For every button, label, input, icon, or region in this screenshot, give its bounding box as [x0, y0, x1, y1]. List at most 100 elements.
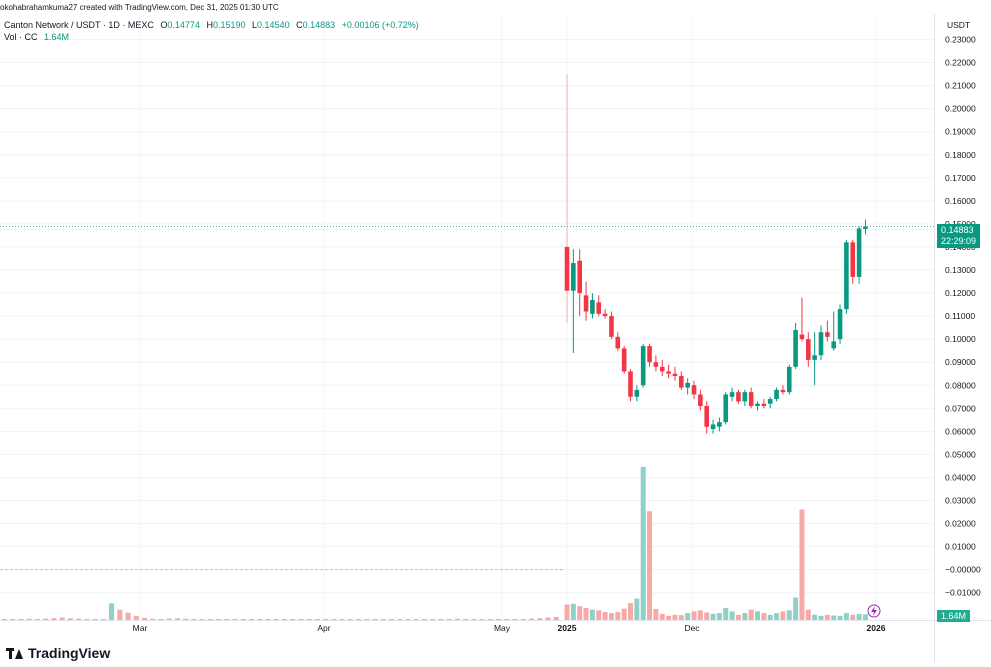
pre-listing-volume-bar: [158, 618, 164, 620]
pre-listing-volume-bar: [100, 619, 106, 620]
pre-listing-volume-bar: [199, 619, 205, 620]
x-tick-label: 2025: [558, 623, 577, 633]
volume-bar: [704, 612, 710, 620]
volume-bar: [748, 609, 754, 620]
pre-listing-volume-bar: [520, 618, 526, 620]
volume-bar: [793, 597, 799, 620]
candle-body: [812, 355, 817, 360]
high-value: 0.15190: [212, 20, 246, 30]
volume-bar: [596, 610, 602, 620]
tradingview-logo: TradingView: [6, 645, 110, 661]
candle-body: [653, 362, 659, 367]
volume-bar: [570, 603, 576, 620]
pre-listing-volume-bar: [133, 615, 139, 620]
y-tick-label: 0.17000: [945, 173, 976, 183]
candle-body: [647, 346, 652, 363]
high-label: H: [206, 20, 213, 30]
candle-body: [742, 392, 748, 402]
y-tick-label: −0.01000: [945, 588, 981, 598]
price-change: +0.00106 (+0.72%): [341, 20, 419, 30]
pre-listing-volume-bar: [487, 619, 493, 620]
candle-body: [710, 424, 716, 430]
y-tick-label: 0.10000: [945, 334, 976, 344]
pre-listing-volume-bar: [438, 619, 444, 620]
brand-name: TradingView: [28, 645, 111, 661]
pre-listing-volume-bar: [34, 618, 40, 620]
lightning-icon-bolt: [871, 606, 877, 616]
candle-body: [818, 332, 824, 356]
pre-listing-volume-bar: [92, 619, 98, 620]
candle-body: [609, 316, 614, 337]
y-tick-label: 0.05000: [945, 449, 976, 459]
candle-body: [736, 392, 741, 402]
volume-bar: [583, 607, 589, 620]
pre-listing-volume-bar: [512, 619, 518, 620]
volume-bar: [577, 606, 583, 620]
last-volume-tag: 1.64M: [937, 610, 971, 622]
candle-body: [628, 371, 633, 397]
pre-listing-volume-bar: [529, 618, 535, 620]
y-tick-label: 0.18000: [945, 150, 976, 160]
volume-bar: [856, 614, 862, 620]
pre-listing-volume-bar: [249, 619, 255, 620]
candle-body: [590, 299, 595, 314]
y-tick-label: 0.23000: [945, 35, 976, 45]
y-tick-label: 0.12000: [945, 288, 976, 298]
pre-listing-volume-bar: [142, 617, 147, 620]
candle-body: [863, 226, 868, 230]
volume-label[interactable]: Vol · CC: [4, 32, 38, 42]
y-tick-label: 0.11000: [945, 311, 975, 321]
pre-listing-volume-bar: [537, 618, 543, 620]
pre-listing-volume-bar: [496, 619, 502, 620]
y-tick-label: 0.21000: [945, 81, 976, 91]
volume-bar: [767, 614, 773, 620]
pre-listing-volume-bar: [356, 619, 362, 620]
pre-listing-volume-bar: [298, 619, 304, 620]
volume-bar: [818, 615, 824, 620]
pre-listing-volume-bar: [174, 618, 180, 620]
volume-bar: [799, 509, 805, 620]
candle-body: [679, 376, 684, 388]
pre-listing-volume-bar: [463, 618, 469, 620]
pre-listing-volume-bar: [273, 619, 279, 620]
pre-listing-volume-bar: [232, 618, 238, 620]
candle-body: [704, 405, 709, 427]
candle-body: [799, 334, 805, 340]
pre-listing-volume-bar: [117, 609, 123, 620]
pre-listing-volume-bar: [413, 619, 419, 620]
candle-body: [761, 403, 767, 406]
pre-listing-volume-bar: [347, 619, 353, 620]
candle-body: [767, 399, 773, 404]
volume-bar: [786, 610, 792, 620]
pre-listing-volume-bar: [553, 616, 559, 620]
candle-body: [577, 260, 582, 294]
volume-bar: [564, 604, 570, 620]
candle-body: [634, 389, 640, 397]
candle-body: [850, 242, 856, 277]
pre-listing-volume-bar: [446, 619, 452, 620]
symbol-legend[interactable]: Canton Network / USDT · 1D · MEXC O0.147…: [4, 20, 419, 30]
pre-listing-volume-bar: [125, 612, 131, 620]
volume-bar: [628, 603, 633, 620]
x-tick-label: 2026: [867, 623, 886, 633]
y-tick-label: 0.02000: [945, 519, 976, 529]
low-value: 0.14540: [257, 20, 290, 30]
volume-bar: [716, 613, 722, 620]
pre-listing-volume-bar: [257, 619, 263, 620]
x-tick-label: May: [494, 623, 511, 633]
volume-bar: [685, 613, 691, 620]
candle-body: [698, 394, 703, 406]
pre-listing-volume-bar: [150, 618, 156, 620]
symbol-title[interactable]: Canton Network / USDT · 1D · MEXC: [4, 20, 154, 30]
volume-legend[interactable]: Vol · CC 1.64M: [4, 32, 69, 42]
candle-body: [831, 341, 836, 349]
pre-listing-volume-bar: [191, 618, 197, 620]
pre-listing-volume-bar: [479, 619, 485, 620]
volume-bar: [647, 511, 653, 620]
candle-body: [717, 422, 722, 427]
pre-listing-volume-bar: [339, 619, 345, 620]
volume-bar: [824, 614, 830, 620]
candle-body: [780, 389, 786, 393]
